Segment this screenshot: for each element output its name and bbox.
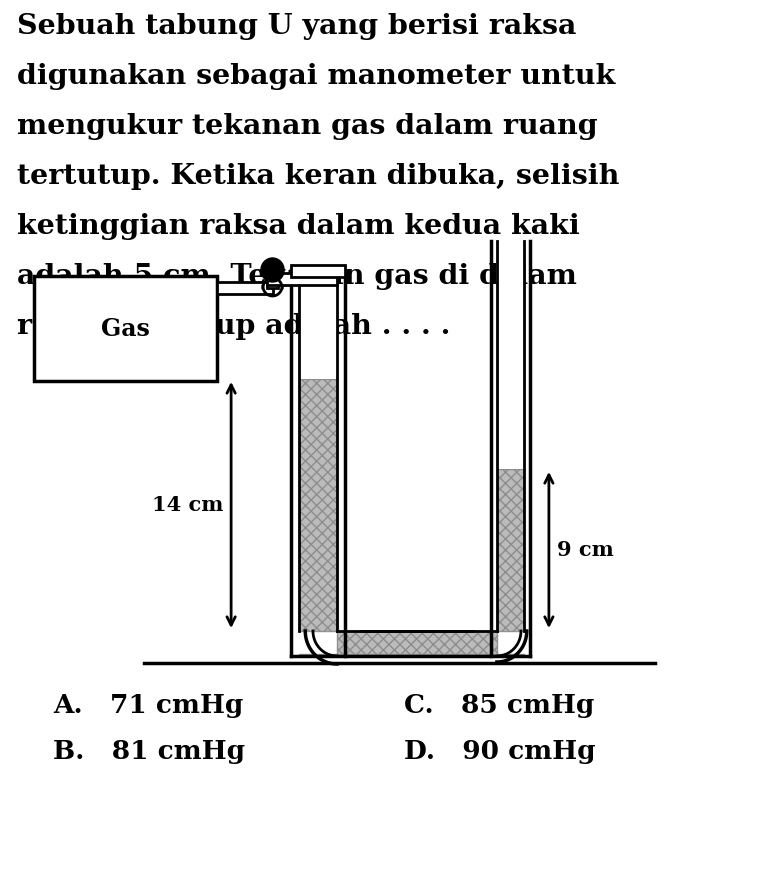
Bar: [266, 273, 337, 285]
Text: D.   90 cmHg: D. 90 cmHg: [405, 738, 596, 764]
Bar: [33, 276, 216, 381]
Text: B.   81 cmHg: B. 81 cmHg: [53, 738, 245, 764]
Bar: [291, 265, 345, 277]
Bar: [266, 279, 279, 288]
Polygon shape: [298, 379, 337, 631]
Text: Gas: Gas: [101, 316, 150, 340]
Bar: [298, 271, 337, 379]
Text: ruang tertutup adalah . . . .: ruang tertutup adalah . . . .: [17, 313, 451, 340]
Text: digunakan sebagai manometer untuk: digunakan sebagai manometer untuk: [17, 63, 616, 90]
Bar: [497, 241, 524, 469]
Text: mengukur tekanan gas dalam ruang: mengukur tekanan gas dalam ruang: [17, 113, 598, 140]
Text: ketinggian raksa dalam kedua kaki: ketinggian raksa dalam kedua kaki: [17, 213, 580, 240]
Polygon shape: [298, 631, 524, 656]
Text: 9 cm: 9 cm: [556, 540, 613, 560]
Bar: [216, 282, 272, 294]
Text: C.   85 cmHg: C. 85 cmHg: [405, 693, 595, 719]
Text: tertutup. Ketika keran dibuka, selisih: tertutup. Ketika keran dibuka, selisih: [17, 163, 619, 190]
Text: 14 cm: 14 cm: [152, 495, 223, 515]
Text: adalah 5 cm. Tekanan gas di dalam: adalah 5 cm. Tekanan gas di dalam: [17, 263, 577, 290]
Circle shape: [261, 258, 284, 282]
Polygon shape: [497, 469, 524, 631]
Text: A.   71 cmHg: A. 71 cmHg: [53, 693, 244, 719]
Text: Sebuah tabung U yang berisi raksa: Sebuah tabung U yang berisi raksa: [17, 13, 577, 40]
